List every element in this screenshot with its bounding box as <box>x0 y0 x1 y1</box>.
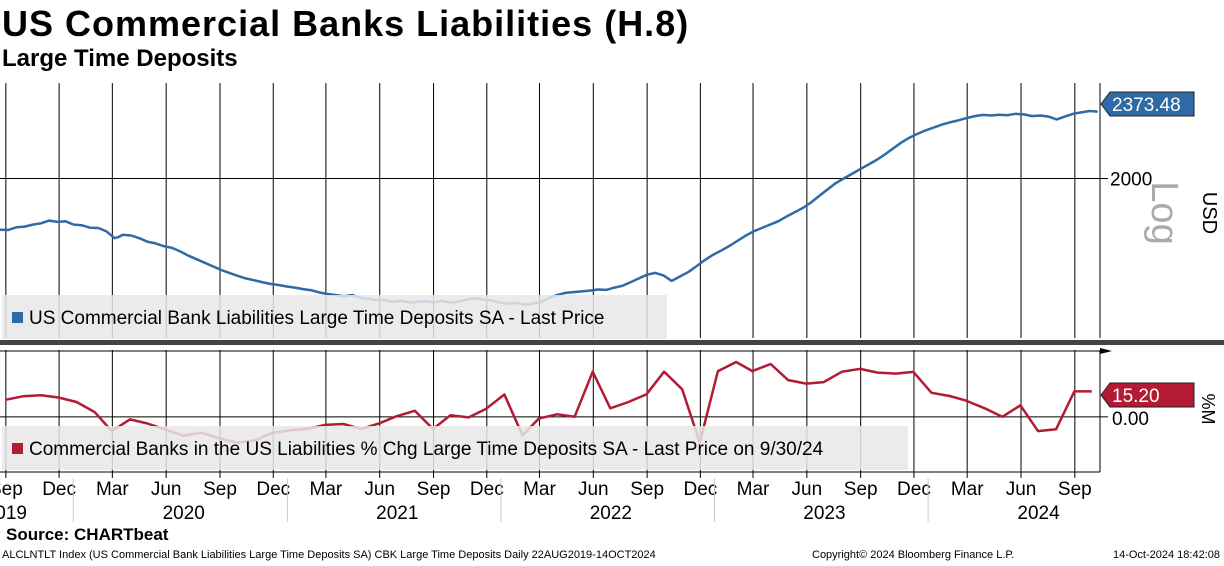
x-tick-label: Jun <box>578 479 609 500</box>
chart-title: US Commercial Banks Liabilities (H.8) <box>2 3 690 44</box>
bottom-axis-arrow <box>1100 348 1112 354</box>
top-legend: US Commercial Bank Liabilities Large Tim… <box>2 295 667 339</box>
top-last-value-tag: 2373.48 <box>1100 91 1195 117</box>
bottom-legend-box <box>2 426 908 470</box>
x-tick-label: Mar <box>96 479 129 500</box>
bottom-last-value-tag-label: 15.20 <box>1112 386 1160 407</box>
x-year-label: 2020 <box>163 503 205 524</box>
x-tick-label: Dec <box>470 479 504 500</box>
ticker-info: ALCLNTLT Index (US Commercial Bank Liabi… <box>2 549 656 561</box>
x-tick-label: Mar <box>951 479 984 500</box>
x-tick-label: Mar <box>737 479 770 500</box>
x-year-label: 2024 <box>1017 503 1060 524</box>
bottom-y-axis-label: %M <box>1198 394 1218 425</box>
x-year-label: 2021 <box>376 503 418 524</box>
bottom-y-tick-label: 0.00 <box>1112 409 1149 430</box>
top-legend-label: US Commercial Bank Liabilities Large Tim… <box>29 308 605 329</box>
top-legend-box <box>2 295 667 339</box>
x-tick-label: Sep <box>417 479 451 500</box>
x-tick-label: Jun <box>364 479 395 500</box>
x-year-label: 2023 <box>803 503 845 524</box>
deposits-series-line <box>0 109 1098 306</box>
top-last-value-tag-bg <box>1100 91 1195 117</box>
bottom-legend: Commercial Banks in the US Liabilities %… <box>2 426 908 470</box>
x-tick-label: Sep <box>0 479 23 500</box>
x-tick-label: Sep <box>1058 479 1092 500</box>
x-tick-label: Sep <box>844 479 878 500</box>
x-tick-label: Jun <box>151 479 182 500</box>
top-y-axis-label: USD <box>1198 192 1220 234</box>
bottom-legend-label: Commercial Banks in the US Liabilities %… <box>29 439 824 460</box>
x-tick-label: Dec <box>897 479 931 500</box>
bottom-last-value-tag: 15.20 <box>1100 382 1195 408</box>
x-tick-label: Sep <box>203 479 237 500</box>
top-legend-swatch <box>12 312 23 323</box>
scale-type-label: Log <box>1143 181 1185 244</box>
top-last-value-tag-label: 2373.48 <box>1112 95 1181 116</box>
x-tick-label: Dec <box>683 479 717 500</box>
panel-separator <box>0 340 1224 345</box>
x-tick-label: Dec <box>256 479 290 500</box>
x-tick-label: Mar <box>310 479 343 500</box>
copyright: Copyright© 2024 Bloomberg Finance L.P. <box>812 549 1015 561</box>
source-label: Source: CHARTbeat <box>6 525 169 544</box>
x-tick-label: Sep <box>630 479 664 500</box>
top-y-tick-label: 2000 <box>1110 170 1152 191</box>
x-year-label: 2019 <box>0 503 27 524</box>
x-tick-label: Mar <box>523 479 556 500</box>
chart-subtitle: Large Time Deposits <box>2 45 238 72</box>
timestamp: 14-Oct-2024 18:42:08 <box>1112 549 1220 561</box>
x-tick-label: Dec <box>42 479 76 500</box>
x-tick-label: Jun <box>1006 479 1037 500</box>
bottom-legend-swatch <box>12 443 23 454</box>
bottom-last-value-tag-bg <box>1100 382 1195 408</box>
x-tick-label: Jun <box>792 479 823 500</box>
x-year-label: 2022 <box>590 503 632 524</box>
